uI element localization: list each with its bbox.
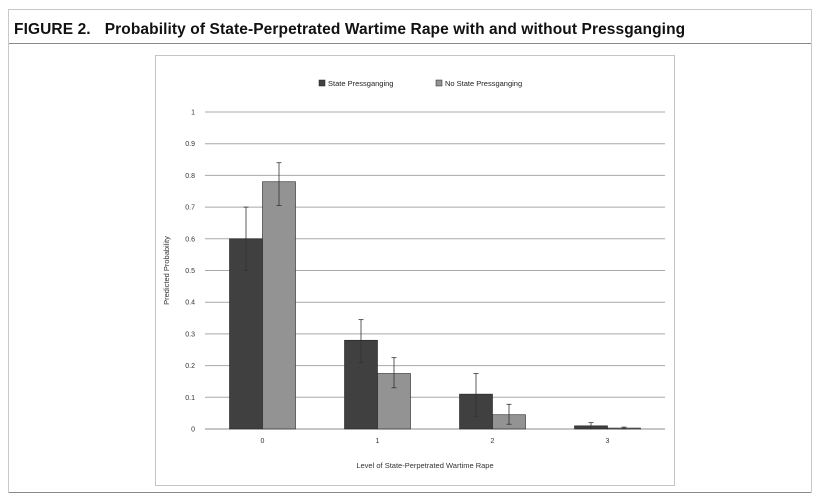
x-tick-label: 0 xyxy=(261,438,265,445)
y-tick-label: 0.1 xyxy=(185,395,195,402)
y-tick-label: 0.7 xyxy=(185,205,195,212)
y-tick-label: 0.2 xyxy=(185,363,195,370)
y-axis-label: Predicted Probability xyxy=(162,236,171,305)
y-tick-label: 0.4 xyxy=(185,300,195,307)
y-tick-label: 0.3 xyxy=(185,331,195,338)
bar-no-state-pressganging xyxy=(262,181,296,430)
y-tick-label: 0.8 xyxy=(185,173,195,180)
title-rule xyxy=(9,43,811,44)
x-axis-label: Level of State-Perpetrated Wartime Rape xyxy=(356,461,493,470)
x-tick-label: 2 xyxy=(491,438,495,445)
legend-swatch xyxy=(435,79,443,87)
chart-container: 0 0.1 0.2 0.3 0.4 0.5 0.6 0.7 0.8 0.9 1 Predicted P… xyxy=(155,55,675,486)
legend-label: State Pressganging xyxy=(328,79,393,88)
figure-title-text: Probability of State-Perpetrated Wartime… xyxy=(104,21,686,38)
figure-number: FIGURE 2. xyxy=(14,21,91,38)
y-tick-label: 0 xyxy=(191,427,195,434)
x-tick-label: 3 xyxy=(606,438,610,445)
legend-label: No State Pressganging xyxy=(445,79,522,88)
bottom-rule xyxy=(9,492,811,493)
y-tick-label: 1 xyxy=(191,110,195,117)
y-tick-label: 0.9 xyxy=(185,141,195,148)
y-tick-label: 0.6 xyxy=(185,236,195,243)
y-tick-label: 0.5 xyxy=(185,268,195,275)
x-tick-label: 1 xyxy=(376,438,380,445)
bar-chart: 0 0.1 0.2 0.3 0.4 0.5 0.6 0.7 0.8 0.9 1 Predicted P… xyxy=(162,79,665,470)
bar-no-state-pressganging xyxy=(377,373,411,430)
figure-title: FIGURE 2. Probability of State-Perpetrate… xyxy=(14,21,685,39)
legend-swatch xyxy=(318,79,326,87)
